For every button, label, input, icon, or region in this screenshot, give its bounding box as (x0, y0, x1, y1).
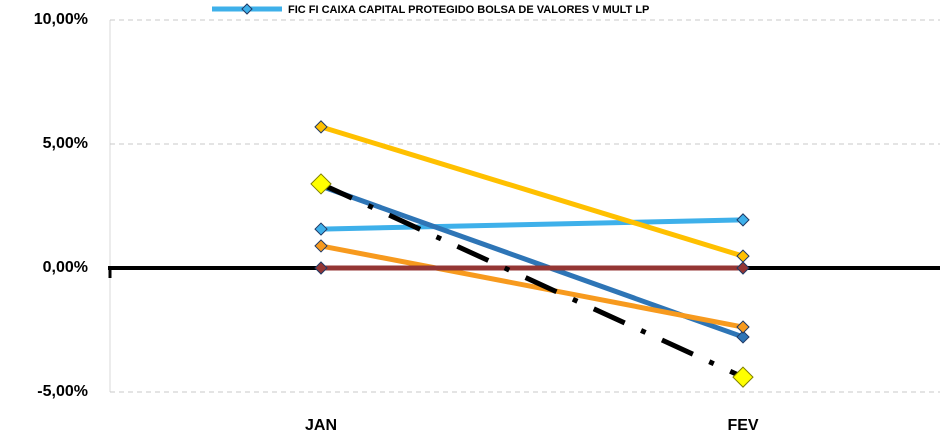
marker (310, 173, 332, 195)
series-line (320, 217, 744, 232)
y-tick-label: 0,00% (43, 259, 88, 276)
marker (732, 366, 754, 388)
marker (314, 120, 328, 134)
marker (314, 239, 328, 253)
marker (736, 261, 750, 275)
marker (736, 330, 750, 344)
x-tick-label: FEV (727, 417, 758, 434)
marker (736, 320, 750, 334)
marker (314, 261, 328, 275)
marker (736, 249, 750, 263)
x-tick-label: JAN (305, 417, 337, 434)
series-line (320, 124, 744, 259)
marker (314, 222, 328, 236)
y-tick-label: 10,00% (34, 11, 88, 28)
legend-text: FIC FI CAIXA CAPITAL PROTEGIDO BOLSA DE … (288, 4, 649, 16)
series-line (320, 243, 744, 330)
legend-marker (241, 3, 253, 15)
y-tick-label: 5,00% (43, 135, 88, 152)
y-tick-label: -5,00% (37, 383, 88, 400)
series-line (319, 181, 745, 380)
marker (736, 213, 750, 227)
